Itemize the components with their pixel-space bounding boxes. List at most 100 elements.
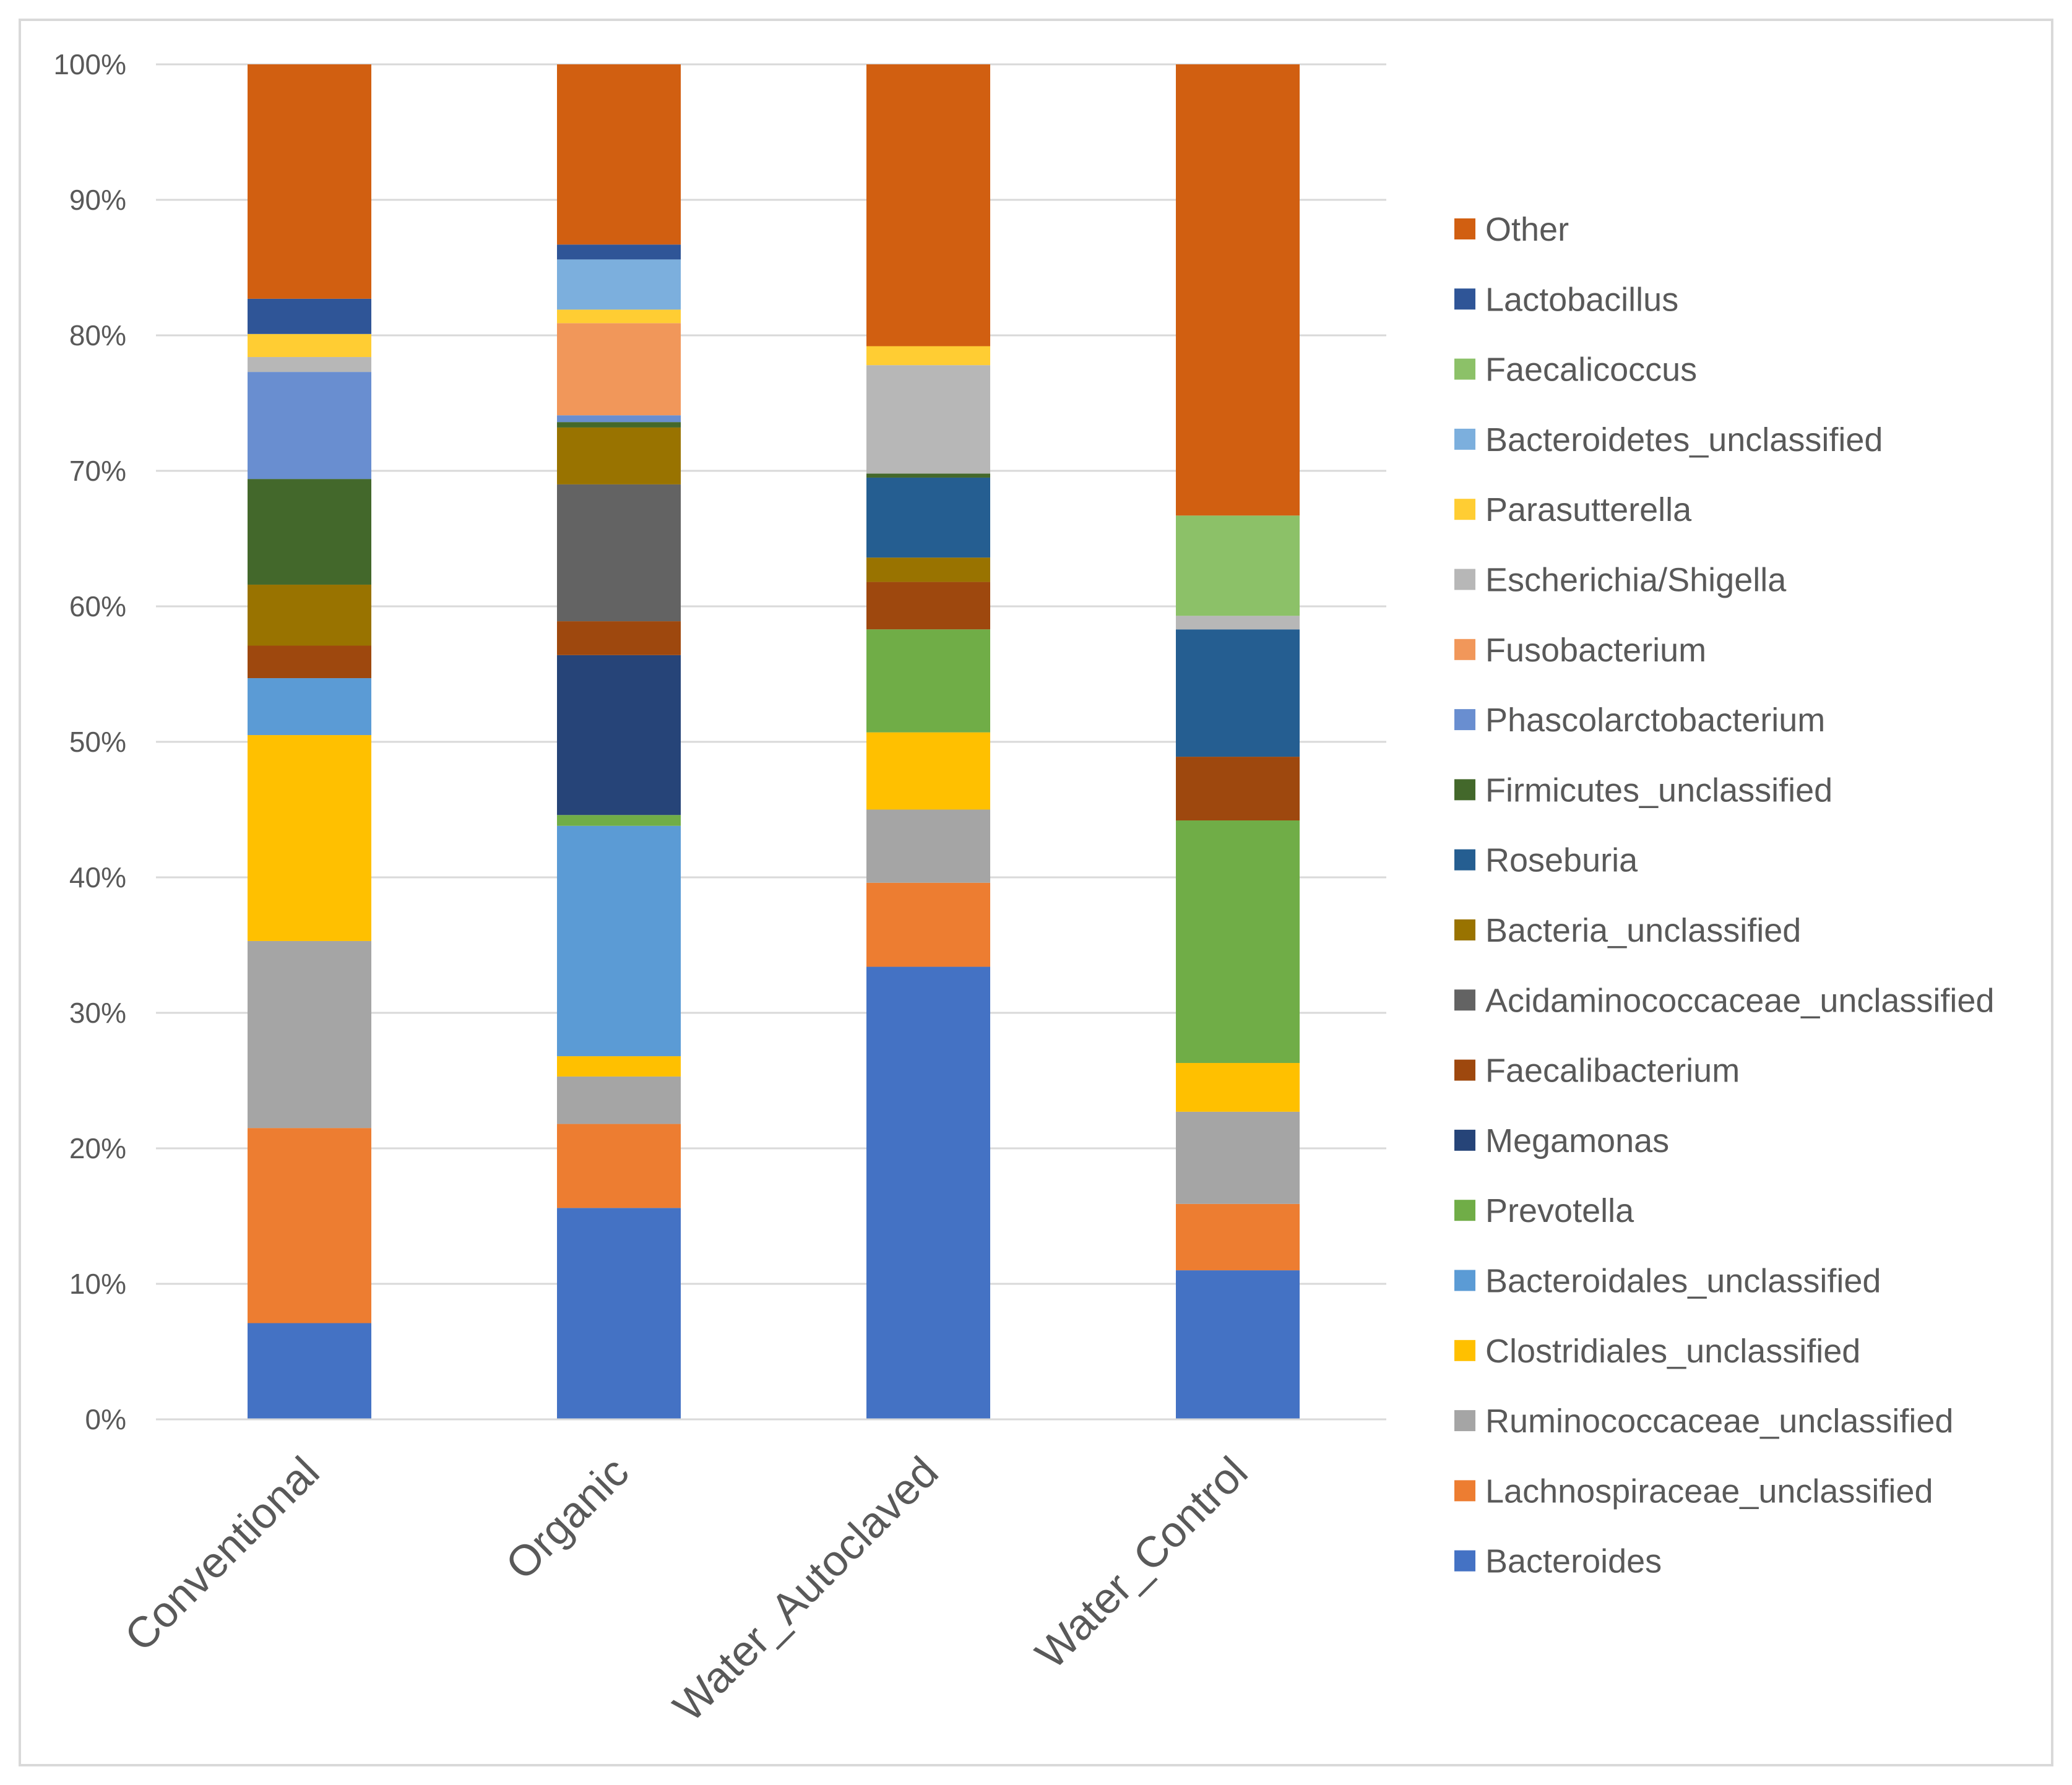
bar-segment: [557, 244, 681, 260]
bar-segment: [248, 735, 371, 941]
x-category-label: Conventional: [116, 1447, 329, 1660]
bar-segment: [866, 966, 990, 1419]
legend-label: Lactobacillus: [1485, 281, 1678, 318]
legend-swatch: [1454, 428, 1475, 450]
legend-swatch: [1454, 779, 1475, 801]
legend-swatch: [1454, 1129, 1475, 1151]
legend-label: Prevotella: [1485, 1192, 1634, 1229]
legend-swatch: [1454, 569, 1475, 590]
legend-label: Clostridiales_unclassified: [1485, 1333, 1860, 1370]
bar-segment: [557, 415, 681, 423]
stacked-bar-chart: 0% 10% 20% 30% 40% 50% 60% 70% 80% 90% 100% Conven…: [53, 48, 1994, 1731]
bar-segment: [866, 809, 990, 883]
y-tick-label: 20%: [69, 1132, 126, 1164]
legend-swatch: [1454, 1410, 1475, 1432]
bar-segment: [557, 323, 681, 416]
legend-swatch: [1454, 989, 1475, 1011]
bar-segment: [866, 64, 990, 346]
bar-segment: [557, 1124, 681, 1208]
bar-segment: [248, 678, 371, 736]
bar-segment: [248, 1128, 371, 1323]
chart-frame: 0% 10% 20% 30% 40% 50% 60% 70% 80% 90% 100% Conven…: [19, 19, 2053, 1766]
legend-swatch: [1454, 639, 1475, 660]
bar-segment: [866, 477, 990, 558]
bar-segment: [248, 584, 371, 646]
bar-segment: [1176, 1111, 1300, 1204]
legend-swatch: [1454, 709, 1475, 731]
bar-segment: [557, 1208, 681, 1419]
legend-swatch: [1454, 1200, 1475, 1221]
bar-segment: [1176, 64, 1300, 516]
legend-label: Bacteroidales_unclassified: [1485, 1263, 1881, 1300]
bar-segment: [248, 333, 371, 358]
bar-segment: [557, 484, 681, 622]
legend-label: Other: [1485, 211, 1569, 248]
bar-segment: [1176, 616, 1300, 630]
bar-segment: [866, 473, 990, 478]
y-tick-label: 10%: [69, 1268, 126, 1300]
x-axis-category-labels: Conventional Organic Water_Autoclaved Water…: [116, 1447, 1257, 1731]
legend-label: Roseburia: [1485, 842, 1638, 879]
legend-swatch: [1454, 499, 1475, 520]
y-tick-label: 90%: [69, 184, 126, 216]
bar-segment: [1176, 1203, 1300, 1271]
legend-label: Bacteria_unclassified: [1485, 912, 1801, 949]
legend-label: Parasutterella: [1485, 491, 1692, 528]
legend-swatch: [1454, 849, 1475, 871]
legend-swatch: [1454, 919, 1475, 940]
y-tick-label: 70%: [69, 455, 126, 487]
bar-segment: [557, 825, 681, 1057]
legend-label: Acidaminococcaceae_unclassified: [1485, 982, 1994, 1019]
legend-label: Firmicutes_unclassified: [1485, 772, 1832, 809]
legend-label: Bacteroidetes_unclassified: [1485, 421, 1883, 458]
legend-label: Faecalibacterium: [1485, 1052, 1740, 1090]
bar-segment: [557, 1056, 681, 1077]
bar-segment: [557, 815, 681, 826]
bar-segment: [866, 365, 990, 474]
y-tick-label: 0%: [85, 1403, 126, 1435]
bar-segment: [248, 372, 371, 480]
bar-segment: [866, 629, 990, 733]
y-tick-label: 50%: [69, 726, 126, 758]
y-tick-label: 60%: [69, 590, 126, 622]
bar-segment: [866, 582, 990, 630]
bar-segment: [1176, 629, 1300, 757]
legend-swatch: [1454, 1550, 1475, 1572]
y-tick-label: 40%: [69, 861, 126, 893]
legend-swatch: [1454, 358, 1475, 380]
bars: [248, 64, 1300, 1419]
bar-segment: [248, 645, 371, 679]
bar-segment: [557, 64, 681, 245]
bar-segment: [557, 259, 681, 310]
legend-swatch: [1454, 1270, 1475, 1291]
bar-segment: [248, 1323, 371, 1419]
legend-swatch: [1454, 218, 1475, 239]
bar-segment: [557, 309, 681, 324]
y-tick-label: 100%: [53, 48, 126, 80]
bar-segment: [866, 882, 990, 967]
bar-segment: [248, 357, 371, 372]
bar-segment: [1176, 515, 1300, 616]
legend-label: Ruminococcaceae_unclassified: [1485, 1403, 1953, 1440]
legend-label: Megamonas: [1485, 1122, 1669, 1159]
x-category-label: Organic: [496, 1447, 637, 1588]
y-axis-tick-labels: 0% 10% 20% 30% 40% 50% 60% 70% 80% 90% 100%: [53, 48, 126, 1435]
bar-segment: [1176, 820, 1300, 1064]
legend-label: Bacteroides: [1485, 1543, 1662, 1580]
bar-segment: [866, 346, 990, 366]
bar-segment: [866, 557, 990, 582]
x-category-label: Water_Control: [1026, 1447, 1256, 1677]
bar-segment: [248, 64, 371, 299]
legend: Other Lactobacillus Faecalicoccus Bacteroid…: [1454, 211, 1994, 1580]
bar-segment: [1176, 757, 1300, 821]
bar-segment: [1176, 1063, 1300, 1112]
bar-segment: [866, 732, 990, 810]
bar-segment: [557, 1076, 681, 1124]
legend-label: Escherichia/Shigella: [1485, 562, 1787, 599]
bar-segment: [248, 940, 371, 1129]
bar-segment: [1176, 1270, 1300, 1419]
bar-segment: [557, 621, 681, 655]
bar-segment: [248, 298, 371, 334]
legend-swatch: [1454, 1480, 1475, 1502]
legend-swatch: [1454, 1059, 1475, 1081]
